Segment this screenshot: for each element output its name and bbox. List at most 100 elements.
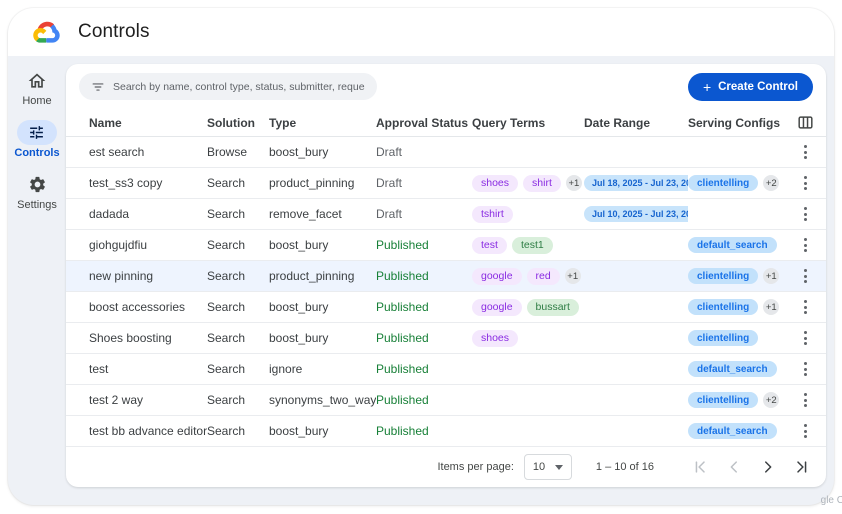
row-menu-button[interactable] <box>798 141 813 163</box>
table-row[interactable]: test Search ignore Published default_sea… <box>66 354 826 386</box>
chip-purple: google <box>472 267 522 285</box>
chip-config: clientelling <box>688 299 759 316</box>
chip-config: clientelling <box>688 175 759 192</box>
cell-approval-status: Published <box>376 238 429 253</box>
search-input[interactable] <box>113 80 365 93</box>
table-row[interactable]: boost accessories Search boost_bury Publ… <box>66 292 826 324</box>
table-row[interactable]: Shoes boosting Search boost_bury Publish… <box>66 323 826 355</box>
table-row[interactable]: dadada Search remove_facet Draft tshirt … <box>66 199 826 231</box>
plus-icon: + <box>702 78 712 95</box>
cell-name: test bb advance editor <box>89 424 207 439</box>
column-header-approval-status: Approval Status <box>376 115 469 130</box>
table-row[interactable]: test 2 way Search synonyms_two_way Publi… <box>66 385 826 417</box>
table-row[interactable]: test bb advance editor Search boost_bury… <box>66 416 826 448</box>
row-menu-button[interactable] <box>798 172 813 194</box>
row-menu-button[interactable] <box>798 234 813 256</box>
cell-name: giohgujdfiu <box>89 238 148 253</box>
cell-serving-configs: clientelling +1 <box>688 299 792 316</box>
cell-serving-configs: clientelling +1 <box>688 268 792 285</box>
chip-purple: shoes <box>472 174 519 192</box>
cell-approval-status: Draft <box>376 145 403 160</box>
row-menu-button[interactable] <box>798 389 813 411</box>
chip-config: clientelling <box>688 268 759 285</box>
cell-name: est search <box>89 145 145 160</box>
table-header-row: Name Solution Type Approval Status Query… <box>66 110 826 138</box>
cell-query-terms: google bussart <box>472 298 584 316</box>
app-header: Controls <box>8 8 834 56</box>
cell-name: new pinning <box>89 269 154 284</box>
sidebar-item-label: Settings <box>17 199 57 211</box>
table-row[interactable]: giohgujdfiu Search boost_bury Published … <box>66 230 826 262</box>
cell-date-range: Jul 10, 2025 - Jul 23, 2025 <box>584 206 688 223</box>
first-page-button[interactable] <box>690 457 710 477</box>
chip-config: default_search <box>688 237 777 254</box>
row-menu-button[interactable] <box>798 296 813 318</box>
column-header-serving-configs: Serving Configs <box>688 115 781 130</box>
cell-approval-status: Draft <box>376 176 403 191</box>
column-header-solution: Solution <box>207 115 255 130</box>
row-menu-button[interactable] <box>798 358 813 380</box>
column-header-query-terms: Query Terms <box>472 115 546 130</box>
row-menu-button[interactable] <box>798 327 813 349</box>
page-range-label: 1 – 10 of 16 <box>595 461 654 474</box>
chip-count: +1 <box>565 175 582 192</box>
previous-page-button[interactable] <box>724 457 744 477</box>
table-row[interactable]: new pinning Search product_pinning Publi… <box>66 261 826 293</box>
create-control-button[interactable]: + Create Control <box>687 72 813 101</box>
cell-date-range: Jul 18, 2025 - Jul 23, 2025 <box>584 175 688 192</box>
chip-date: Jul 10, 2025 - Jul 23, 2025 <box>584 206 688 223</box>
column-settings-icon[interactable] <box>796 114 815 131</box>
page-title: Controls <box>78 21 150 42</box>
cell-name: test <box>89 362 109 377</box>
cell-type: boost_bury <box>269 424 329 439</box>
cell-type: remove_facet <box>269 207 342 222</box>
cell-solution: Search <box>207 207 246 222</box>
sidebar-item-settings[interactable]: Settings <box>17 172 57 211</box>
row-menu-button[interactable] <box>798 203 813 225</box>
cell-solution: Search <box>207 238 246 253</box>
cell-name: test 2 way <box>89 393 144 408</box>
chip-purple: shoes <box>472 329 519 347</box>
table-row[interactable]: est search Browse boost_bury Draft <box>66 137 826 169</box>
cell-serving-configs: clientelling <box>688 330 792 347</box>
search-bar[interactable] <box>79 73 377 101</box>
row-menu-button[interactable] <box>798 420 813 442</box>
cell-query-terms: test test1 <box>472 236 584 254</box>
cell-solution: Search <box>207 300 246 315</box>
pagination-bar: Items per page: 10 1 – 10 of 16 <box>66 447 826 487</box>
chip-purple: test <box>472 236 507 254</box>
cell-name: Shoes boosting <box>89 331 172 346</box>
cell-type: product_pinning <box>269 176 355 191</box>
app-body: Home Controls Settings <box>8 56 834 505</box>
sidebar-item-label: Home <box>22 95 52 107</box>
column-header-type: Type <box>269 115 297 130</box>
next-page-button[interactable] <box>758 457 778 477</box>
cell-type: boost_bury <box>269 331 329 346</box>
cell-serving-configs: default_search <box>688 423 792 440</box>
google-cloud-logo-icon <box>32 20 60 44</box>
chip-config: default_search <box>688 423 777 440</box>
column-header-name: Name <box>89 115 122 130</box>
card-toolbar: + Create Control <box>66 64 826 110</box>
cell-approval-status: Published <box>376 362 429 377</box>
gear-icon <box>17 172 57 197</box>
cell-name: dadada <box>89 207 130 222</box>
sidebar-item-controls[interactable]: Controls <box>14 120 60 159</box>
chip-purple: shirt <box>523 174 561 192</box>
cell-type: product_pinning <box>269 269 355 284</box>
cell-approval-status: Published <box>376 300 429 315</box>
cell-query-terms: tshirt <box>472 205 584 223</box>
cell-serving-configs: clientelling +2 <box>688 175 792 192</box>
sidebar-item-home[interactable]: Home <box>17 68 57 107</box>
cell-query-terms: shoes shirt +1 <box>472 174 584 192</box>
cell-serving-configs: default_search <box>688 237 792 254</box>
table-row[interactable]: test_ss3 copy Search product_pinning Dra… <box>66 168 826 200</box>
cell-type: synonyms_two_way <box>269 393 376 408</box>
items-per-page-label: Items per page: <box>437 461 514 474</box>
page-size-select[interactable]: 10 <box>523 454 572 481</box>
row-menu-button[interactable] <box>798 265 813 287</box>
cell-serving-configs: default_search <box>688 361 792 378</box>
last-page-button[interactable] <box>792 457 812 477</box>
sidebar-item-label: Controls <box>14 147 60 159</box>
chip-green: test1 <box>511 236 553 254</box>
